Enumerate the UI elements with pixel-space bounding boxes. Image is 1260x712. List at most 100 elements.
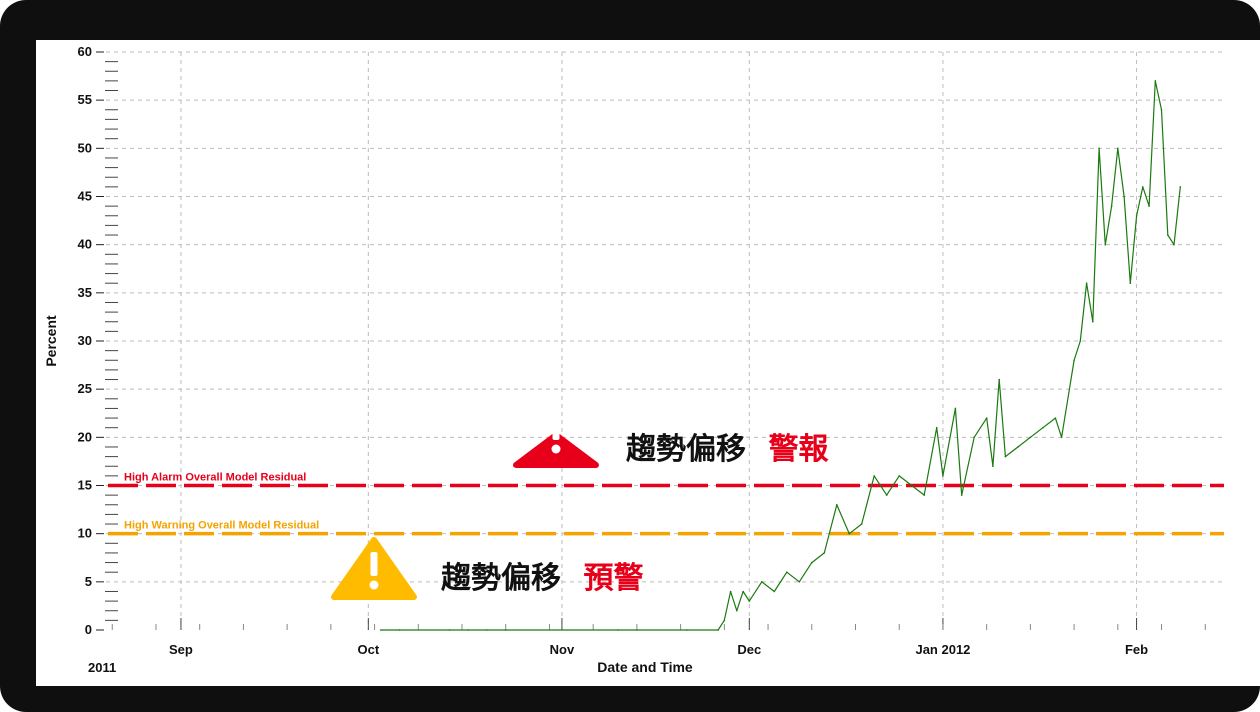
series-point xyxy=(504,629,507,631)
series-point xyxy=(1073,359,1075,362)
series-point xyxy=(1054,417,1057,419)
series-point xyxy=(1017,446,1019,448)
y-axis-title: Percent xyxy=(43,315,59,367)
series-point xyxy=(1123,195,1125,198)
series-point xyxy=(973,436,975,439)
y-tick-label: 40 xyxy=(78,237,92,252)
series-point xyxy=(1142,186,1144,188)
series-point xyxy=(742,590,744,593)
series-point xyxy=(1154,80,1157,82)
series-point xyxy=(885,494,888,496)
series-point xyxy=(686,629,688,631)
series-point xyxy=(1135,215,1138,217)
series-point xyxy=(1110,205,1113,207)
series-point xyxy=(836,504,838,506)
series-point xyxy=(992,465,994,468)
series-point xyxy=(636,629,638,631)
series-point xyxy=(761,581,763,583)
series-point xyxy=(467,629,470,631)
series-point xyxy=(935,426,938,429)
series-point xyxy=(898,475,900,477)
data-series xyxy=(380,80,1182,631)
series-point xyxy=(1085,282,1088,284)
series-point xyxy=(398,629,401,631)
x-tick-label: Dec xyxy=(737,642,761,657)
x-tick-label: Sep xyxy=(169,642,193,657)
y-tick-label: 15 xyxy=(78,478,92,493)
x-tick-label: Oct xyxy=(357,642,379,657)
series-point xyxy=(1173,243,1175,246)
warning-text-accent: 預警 xyxy=(583,561,643,596)
series-point xyxy=(954,407,957,410)
y-tick-label: 35 xyxy=(78,285,92,300)
warning-annotation: 趨勢偏移 預警 xyxy=(331,537,643,600)
series-point xyxy=(942,475,944,477)
series-point xyxy=(873,475,875,477)
minor-ticks xyxy=(105,61,1206,630)
series-point xyxy=(823,552,826,554)
y-tick-label: 45 xyxy=(78,189,92,204)
y-tick-label: 0 xyxy=(85,622,92,637)
series-point xyxy=(860,523,863,525)
x-tick-label: Jan 2012 xyxy=(915,642,970,657)
series-point xyxy=(1092,320,1094,323)
x-tick-label: Feb xyxy=(1125,642,1148,657)
series-point xyxy=(1098,147,1100,150)
series-point xyxy=(729,590,732,593)
series-point xyxy=(717,629,719,631)
svg-text:趨勢偏移 預警: 趨勢偏移 預警 xyxy=(440,561,643,596)
y-tick-label: 5 xyxy=(85,574,92,589)
series-point xyxy=(1129,282,1132,284)
series-point xyxy=(798,581,801,583)
series-point xyxy=(1104,243,1107,246)
series-point xyxy=(1060,436,1063,439)
alarm-threshold-label: High Alarm Overall Model Residual xyxy=(124,472,306,484)
year-label: 2011 xyxy=(88,660,116,675)
series-point xyxy=(1179,186,1182,188)
warning-threshold-label: High Warning Overall Model Residual xyxy=(124,520,319,532)
series-point xyxy=(998,378,1000,381)
series-point xyxy=(923,494,925,496)
series-point xyxy=(848,532,851,535)
series-point xyxy=(773,590,776,593)
alarm-text-accent: 警報 xyxy=(768,432,829,467)
series-point xyxy=(486,629,488,631)
axis-labels: 0 5 10 15 20 25 30 35 40 45 50 55 60 Sep Oct Nov Dec Jan … xyxy=(43,44,1148,675)
threshold-lines: High Alarm Overall Model Residual High Wa… xyxy=(108,472,1224,536)
series-point xyxy=(617,629,619,631)
series-point xyxy=(1117,147,1119,150)
series-point xyxy=(960,494,963,496)
series-point xyxy=(380,629,382,631)
svg-text:趨勢偏移 警報: 趨勢偏移 警報 xyxy=(625,432,829,467)
trend-chart: High Alarm Overall Model Residual High Wa… xyxy=(43,44,1224,675)
series-point xyxy=(1029,436,1032,439)
warning-warning-triangle-icon xyxy=(331,537,417,600)
series-point xyxy=(1079,340,1082,342)
y-tick-label: 20 xyxy=(78,429,92,444)
y-tick-label: 55 xyxy=(78,92,92,107)
x-axis-title: Date and Time xyxy=(597,659,693,675)
series-point xyxy=(723,619,726,622)
y-tick-label: 30 xyxy=(78,333,92,348)
series-point xyxy=(1042,426,1044,429)
y-tick-label: 60 xyxy=(78,44,92,59)
y-tick-label: 50 xyxy=(78,140,92,155)
series-line xyxy=(380,80,1181,631)
alarm-text-main: 趨勢偏移 xyxy=(625,432,746,467)
y-tick-label: 25 xyxy=(78,381,92,396)
series-point xyxy=(448,629,451,631)
chart-panel: High Alarm Overall Model Residual High Wa… xyxy=(36,40,1260,686)
x-tick-label: Nov xyxy=(550,642,575,657)
series-point xyxy=(786,571,788,573)
series-point xyxy=(1167,234,1169,236)
series-point xyxy=(748,600,751,602)
series-point xyxy=(985,417,988,419)
warning-text-main: 趨勢偏移 xyxy=(440,561,561,596)
y-tick-label: 10 xyxy=(78,526,92,541)
alarm-annotation: 趨勢偏移 警報 xyxy=(513,417,829,468)
series-point xyxy=(910,484,913,487)
series-point xyxy=(1004,455,1007,458)
series-point xyxy=(1160,109,1163,111)
series-point xyxy=(811,561,813,564)
